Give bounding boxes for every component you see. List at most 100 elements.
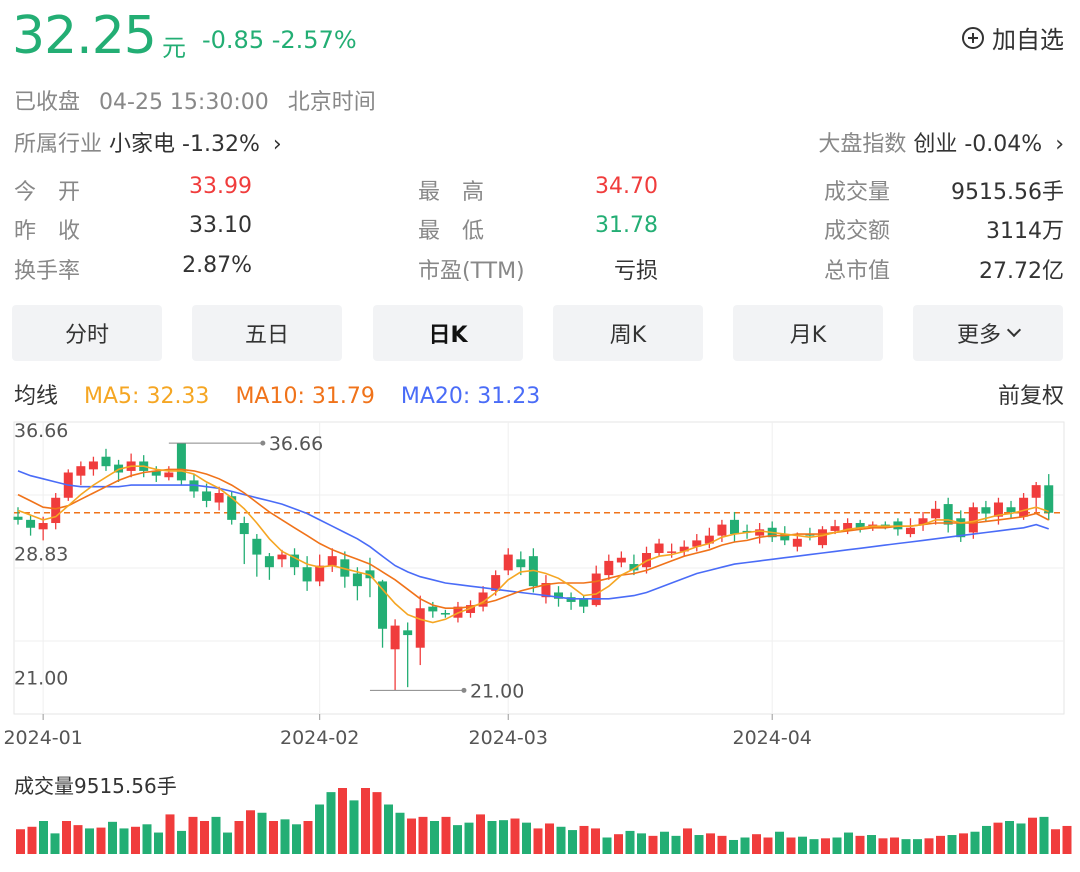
- volume-bar: [234, 821, 244, 854]
- candle-body: [478, 592, 488, 607]
- volume-bar: [188, 816, 198, 854]
- industry-link[interactable]: 所属行业 小家电 -1.32% ›: [14, 126, 282, 158]
- tab-label: 月K: [789, 323, 827, 348]
- volume-bar: [947, 835, 957, 854]
- tab-label: 分时: [64, 323, 109, 348]
- prev-close-value: 33.10: [189, 213, 252, 238]
- volume-bar: [1016, 823, 1026, 854]
- volume-bar: [591, 828, 600, 854]
- candle-body: [616, 557, 626, 563]
- market-status: 已收盘 04-25 15:30:00 北京时间: [14, 84, 388, 116]
- volume-bar: [729, 839, 738, 854]
- turnover-value: 2.87%: [182, 253, 252, 278]
- chevron-right-icon: ›: [272, 132, 282, 157]
- high-label: 最 高: [418, 180, 485, 205]
- market-cap-label: 总市值: [824, 259, 891, 284]
- volume-bar: [1039, 816, 1049, 854]
- x-tick-label: 2024-02: [280, 727, 359, 749]
- candle-body: [227, 496, 237, 520]
- volume-bar: [510, 818, 520, 854]
- ma-legend: 均线 MA5: 32.33 MA10: 31.79 MA20: 31.23: [14, 378, 566, 410]
- candle-body: [968, 507, 978, 533]
- candle-body: [76, 466, 86, 476]
- volume-chart-title: 成交量9515.56手: [14, 774, 177, 798]
- amount-label: 成交额: [824, 219, 891, 244]
- volume-bar: [499, 820, 508, 854]
- volume-bar: [752, 834, 761, 854]
- volume-bar: [96, 827, 106, 854]
- candle-body: [893, 521, 903, 530]
- tab-weekly-k[interactable]: 周K: [553, 305, 703, 361]
- candle-body: [729, 519, 739, 535]
- volume-bar: [395, 812, 405, 854]
- tab-intraday[interactable]: 分时: [12, 305, 162, 361]
- volume-bar: [384, 804, 393, 854]
- kline-chart[interactable]: 2024-01 2024-02 2024-03 2024-04 36.66 28.83 21…: [0, 420, 1080, 860]
- volume-bar: [717, 835, 727, 854]
- volume-bar: [418, 816, 428, 854]
- candle-body: [114, 464, 124, 473]
- candle-body: [981, 507, 991, 514]
- change-percent: -2.57%: [271, 26, 357, 54]
- candle-body: [817, 529, 827, 546]
- volume-bar: [303, 821, 313, 854]
- period-tabs: 分时 五日 日K 周K 月K 更多: [12, 305, 1064, 361]
- volume-bar: [73, 825, 83, 854]
- volume-bar: [62, 821, 71, 854]
- volume-bar: [901, 839, 911, 854]
- candle-body: [51, 497, 61, 524]
- volume-bar: [315, 804, 324, 854]
- volume-bar: [993, 822, 1003, 854]
- high-value: 34.70: [595, 174, 658, 199]
- volume-bar: [637, 833, 646, 854]
- index-change: -0.04%: [964, 132, 1043, 157]
- tab-monthly-k[interactable]: 月K: [733, 305, 883, 361]
- tab-label: 五日: [244, 323, 289, 348]
- volume-bar: [855, 835, 865, 854]
- x-tick-label: 2024-01: [3, 727, 82, 749]
- candle-body: [202, 491, 212, 501]
- add-watchlist-label: 加自选: [992, 26, 1064, 54]
- volume-bar: [269, 821, 278, 854]
- volume-bar: [867, 835, 876, 854]
- candle-body: [403, 630, 413, 636]
- volume-bar: [476, 814, 485, 854]
- candle-body: [830, 526, 840, 531]
- tab-more[interactable]: 更多: [913, 305, 1063, 361]
- candle-body: [390, 625, 400, 650]
- candle-body: [792, 538, 802, 547]
- candle-body: [101, 456, 111, 467]
- candle-body: [541, 582, 551, 598]
- candle-body: [692, 540, 702, 547]
- candle-body: [629, 564, 639, 571]
- volume-bar: [349, 800, 359, 854]
- market-index-link[interactable]: 大盘指数 创业 -0.04% ›: [818, 126, 1064, 158]
- ma-title: 均线: [14, 384, 59, 409]
- volume-bar: [338, 788, 347, 854]
- y-tick-label: 21.00: [14, 667, 68, 689]
- volume-bar: [165, 814, 175, 854]
- candle-body: [13, 516, 23, 520]
- price-adjust-toggle[interactable]: 前复权: [997, 384, 1064, 409]
- tab-label: 更多: [956, 323, 1001, 348]
- candle-body: [491, 575, 501, 591]
- ma10-label: MA10: 31.79: [235, 384, 375, 409]
- candle-body: [88, 461, 98, 470]
- add-watchlist-button[interactable]: 加自选: [962, 20, 1064, 55]
- tab-five-day[interactable]: 五日: [192, 305, 342, 361]
- volume-bar: [326, 792, 336, 854]
- candle-body: [26, 519, 36, 528]
- candle-body: [931, 508, 941, 519]
- volume-bar: [142, 824, 152, 854]
- candle-body: [164, 472, 174, 478]
- ma10-line: [17, 468, 1050, 609]
- candle-body: [993, 502, 1003, 517]
- industry-change: -1.32%: [182, 132, 260, 157]
- volume-bar: [108, 821, 117, 854]
- open-value: 33.99: [189, 174, 252, 199]
- tab-daily-k[interactable]: 日K: [373, 305, 523, 361]
- candle-body: [1044, 485, 1054, 513]
- max-marker-dot: [260, 440, 266, 446]
- volume-bar: [982, 825, 991, 854]
- candle-body: [780, 534, 790, 541]
